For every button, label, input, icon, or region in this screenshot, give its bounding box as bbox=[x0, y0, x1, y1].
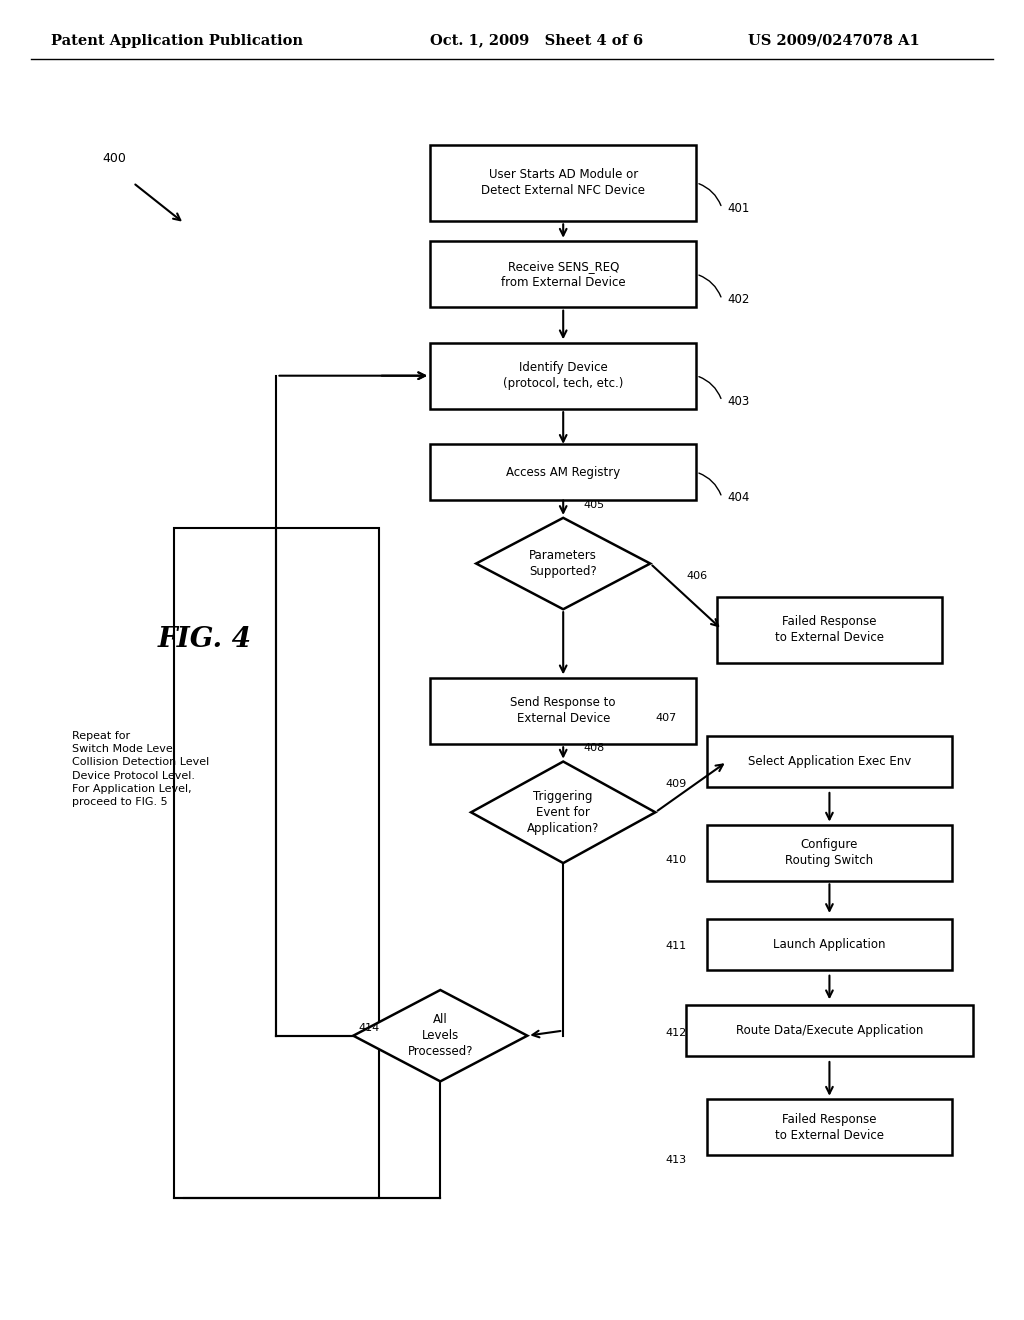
Text: 413: 413 bbox=[666, 1155, 687, 1164]
Text: 407: 407 bbox=[655, 713, 677, 723]
FancyBboxPatch shape bbox=[430, 677, 696, 743]
Text: 401: 401 bbox=[727, 202, 750, 215]
Text: 411: 411 bbox=[666, 941, 687, 952]
Text: Failed Response
to External Device: Failed Response to External Device bbox=[775, 615, 884, 644]
Text: Repeat for
Switch Mode Level
Collision Detection Level
Device Protocol Level.
Fo: Repeat for Switch Mode Level Collision D… bbox=[72, 731, 209, 807]
Text: 404: 404 bbox=[727, 491, 750, 504]
FancyBboxPatch shape bbox=[430, 445, 696, 500]
Text: FIG. 4: FIG. 4 bbox=[158, 626, 252, 653]
Text: 400: 400 bbox=[102, 153, 126, 165]
Polygon shape bbox=[471, 762, 655, 863]
FancyBboxPatch shape bbox=[707, 1100, 952, 1155]
Text: Route Data/Execute Application: Route Data/Execute Application bbox=[736, 1024, 923, 1038]
Text: 414: 414 bbox=[358, 1023, 380, 1032]
Text: 410: 410 bbox=[666, 855, 687, 865]
Text: Failed Response
to External Device: Failed Response to External Device bbox=[775, 1113, 884, 1142]
Text: Patent Application Publication: Patent Application Publication bbox=[51, 33, 303, 48]
FancyBboxPatch shape bbox=[430, 343, 696, 409]
Text: 402: 402 bbox=[727, 293, 750, 306]
Polygon shape bbox=[476, 517, 650, 610]
Text: Select Application Exec Env: Select Application Exec Env bbox=[748, 755, 911, 768]
Text: Access AM Registry: Access AM Registry bbox=[506, 466, 621, 479]
FancyBboxPatch shape bbox=[686, 1006, 973, 1056]
Text: Identify Device
(protocol, tech, etc.): Identify Device (protocol, tech, etc.) bbox=[503, 362, 624, 391]
Text: 405: 405 bbox=[584, 500, 605, 510]
Text: Launch Application: Launch Application bbox=[773, 937, 886, 950]
Text: All
Levels
Processed?: All Levels Processed? bbox=[408, 1014, 473, 1059]
FancyBboxPatch shape bbox=[430, 145, 696, 220]
FancyBboxPatch shape bbox=[707, 737, 952, 787]
Text: Send Response to
External Device: Send Response to External Device bbox=[510, 696, 616, 725]
Text: Receive SENS_REQ
from External Device: Receive SENS_REQ from External Device bbox=[501, 260, 626, 289]
Text: 403: 403 bbox=[727, 395, 750, 408]
Polygon shape bbox=[353, 990, 527, 1081]
FancyBboxPatch shape bbox=[430, 242, 696, 308]
FancyBboxPatch shape bbox=[707, 919, 952, 970]
Text: Parameters
Supported?: Parameters Supported? bbox=[529, 549, 597, 578]
FancyBboxPatch shape bbox=[707, 825, 952, 880]
Text: Configure
Routing Switch: Configure Routing Switch bbox=[785, 838, 873, 867]
Text: 412: 412 bbox=[666, 1028, 687, 1038]
Text: US 2009/0247078 A1: US 2009/0247078 A1 bbox=[748, 33, 920, 48]
Text: User Starts AD Module or
Detect External NFC Device: User Starts AD Module or Detect External… bbox=[481, 168, 645, 197]
Text: Triggering
Event for
Application?: Triggering Event for Application? bbox=[527, 789, 599, 834]
Text: Oct. 1, 2009   Sheet 4 of 6: Oct. 1, 2009 Sheet 4 of 6 bbox=[430, 33, 643, 48]
Text: 408: 408 bbox=[584, 743, 605, 754]
Text: 406: 406 bbox=[686, 570, 708, 581]
Text: 409: 409 bbox=[666, 779, 687, 789]
FancyBboxPatch shape bbox=[717, 597, 942, 663]
